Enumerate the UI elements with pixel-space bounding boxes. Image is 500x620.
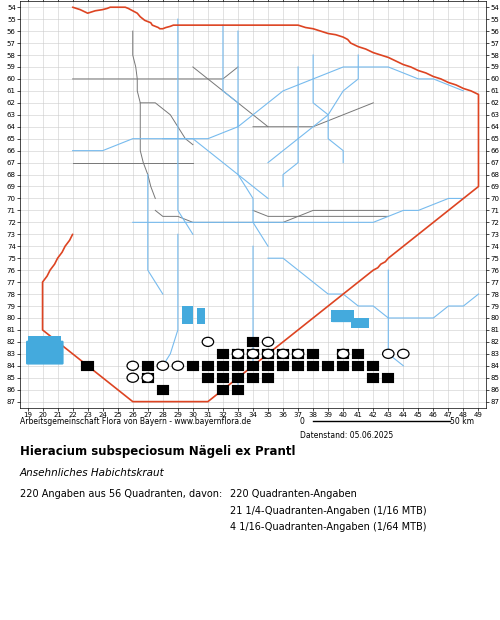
Text: 21 1/4-Quadranten-Angaben (1/16 MTB): 21 1/4-Quadranten-Angaben (1/16 MTB) xyxy=(230,505,426,516)
Bar xyxy=(292,349,304,359)
Text: 4 1/16-Quadranten-Angaben (1/64 MTB): 4 1/16-Quadranten-Angaben (1/64 MTB) xyxy=(230,521,426,532)
Bar xyxy=(382,373,394,383)
Bar xyxy=(247,373,259,383)
Bar xyxy=(232,385,244,394)
Bar xyxy=(352,361,364,371)
Text: Arbeitsgemeinschaft Flora von Bayern - www.bayernflora.de: Arbeitsgemeinschaft Flora von Bayern - w… xyxy=(20,417,251,426)
Circle shape xyxy=(338,349,349,358)
Bar xyxy=(217,373,229,383)
Bar xyxy=(217,385,229,394)
Circle shape xyxy=(127,361,138,370)
Bar xyxy=(331,309,353,322)
Text: Datenstand: 05.06.2025: Datenstand: 05.06.2025 xyxy=(300,431,393,440)
Bar xyxy=(350,318,368,327)
Circle shape xyxy=(262,349,274,358)
Bar xyxy=(232,349,244,359)
Circle shape xyxy=(278,349,289,358)
Bar xyxy=(247,337,259,347)
Bar xyxy=(142,373,154,383)
Bar xyxy=(331,309,353,322)
Bar xyxy=(307,349,320,359)
Bar xyxy=(367,361,380,371)
Circle shape xyxy=(127,373,138,383)
Bar xyxy=(198,308,205,324)
Bar xyxy=(307,361,320,371)
Text: 220 Angaben aus 56 Quadranten, davon:: 220 Angaben aus 56 Quadranten, davon: xyxy=(20,489,222,500)
Circle shape xyxy=(172,361,184,370)
Bar xyxy=(28,336,60,357)
Bar xyxy=(182,306,193,324)
Bar xyxy=(217,349,229,359)
Text: Ansehnliches Habichtskraut: Ansehnliches Habichtskraut xyxy=(20,468,165,479)
Bar xyxy=(198,308,205,324)
Bar xyxy=(82,361,94,371)
Bar xyxy=(367,373,380,383)
Circle shape xyxy=(202,337,213,347)
Circle shape xyxy=(232,349,243,358)
Bar xyxy=(142,361,154,371)
Bar xyxy=(352,349,364,359)
Bar xyxy=(262,361,274,371)
Bar xyxy=(277,361,289,371)
Circle shape xyxy=(398,349,409,358)
Circle shape xyxy=(292,349,304,358)
Bar xyxy=(262,373,274,383)
Bar xyxy=(232,361,244,371)
Circle shape xyxy=(142,373,154,383)
FancyBboxPatch shape xyxy=(26,340,64,365)
Bar xyxy=(337,349,349,359)
Bar xyxy=(217,361,229,371)
Bar xyxy=(156,385,169,394)
Bar xyxy=(247,349,259,359)
Bar xyxy=(262,349,274,359)
Text: 220 Quadranten-Angaben: 220 Quadranten-Angaben xyxy=(230,489,357,500)
Circle shape xyxy=(262,337,274,347)
Bar xyxy=(247,361,259,371)
Bar xyxy=(232,373,244,383)
Bar xyxy=(292,361,304,371)
Bar xyxy=(28,336,60,357)
Bar xyxy=(277,349,289,359)
FancyBboxPatch shape xyxy=(332,311,353,322)
Bar xyxy=(202,373,214,383)
Circle shape xyxy=(248,349,258,358)
Bar xyxy=(337,361,349,371)
Bar xyxy=(350,318,368,327)
Text: 0: 0 xyxy=(300,417,305,426)
Text: 50 km: 50 km xyxy=(450,417,474,426)
Bar xyxy=(186,361,199,371)
Bar xyxy=(322,361,334,371)
Circle shape xyxy=(157,361,168,370)
Bar xyxy=(182,306,193,324)
Circle shape xyxy=(382,349,394,358)
Bar xyxy=(202,361,214,371)
Text: Hieracium subspeciosum Nägeli ex Prantl: Hieracium subspeciosum Nägeli ex Prantl xyxy=(20,445,295,458)
